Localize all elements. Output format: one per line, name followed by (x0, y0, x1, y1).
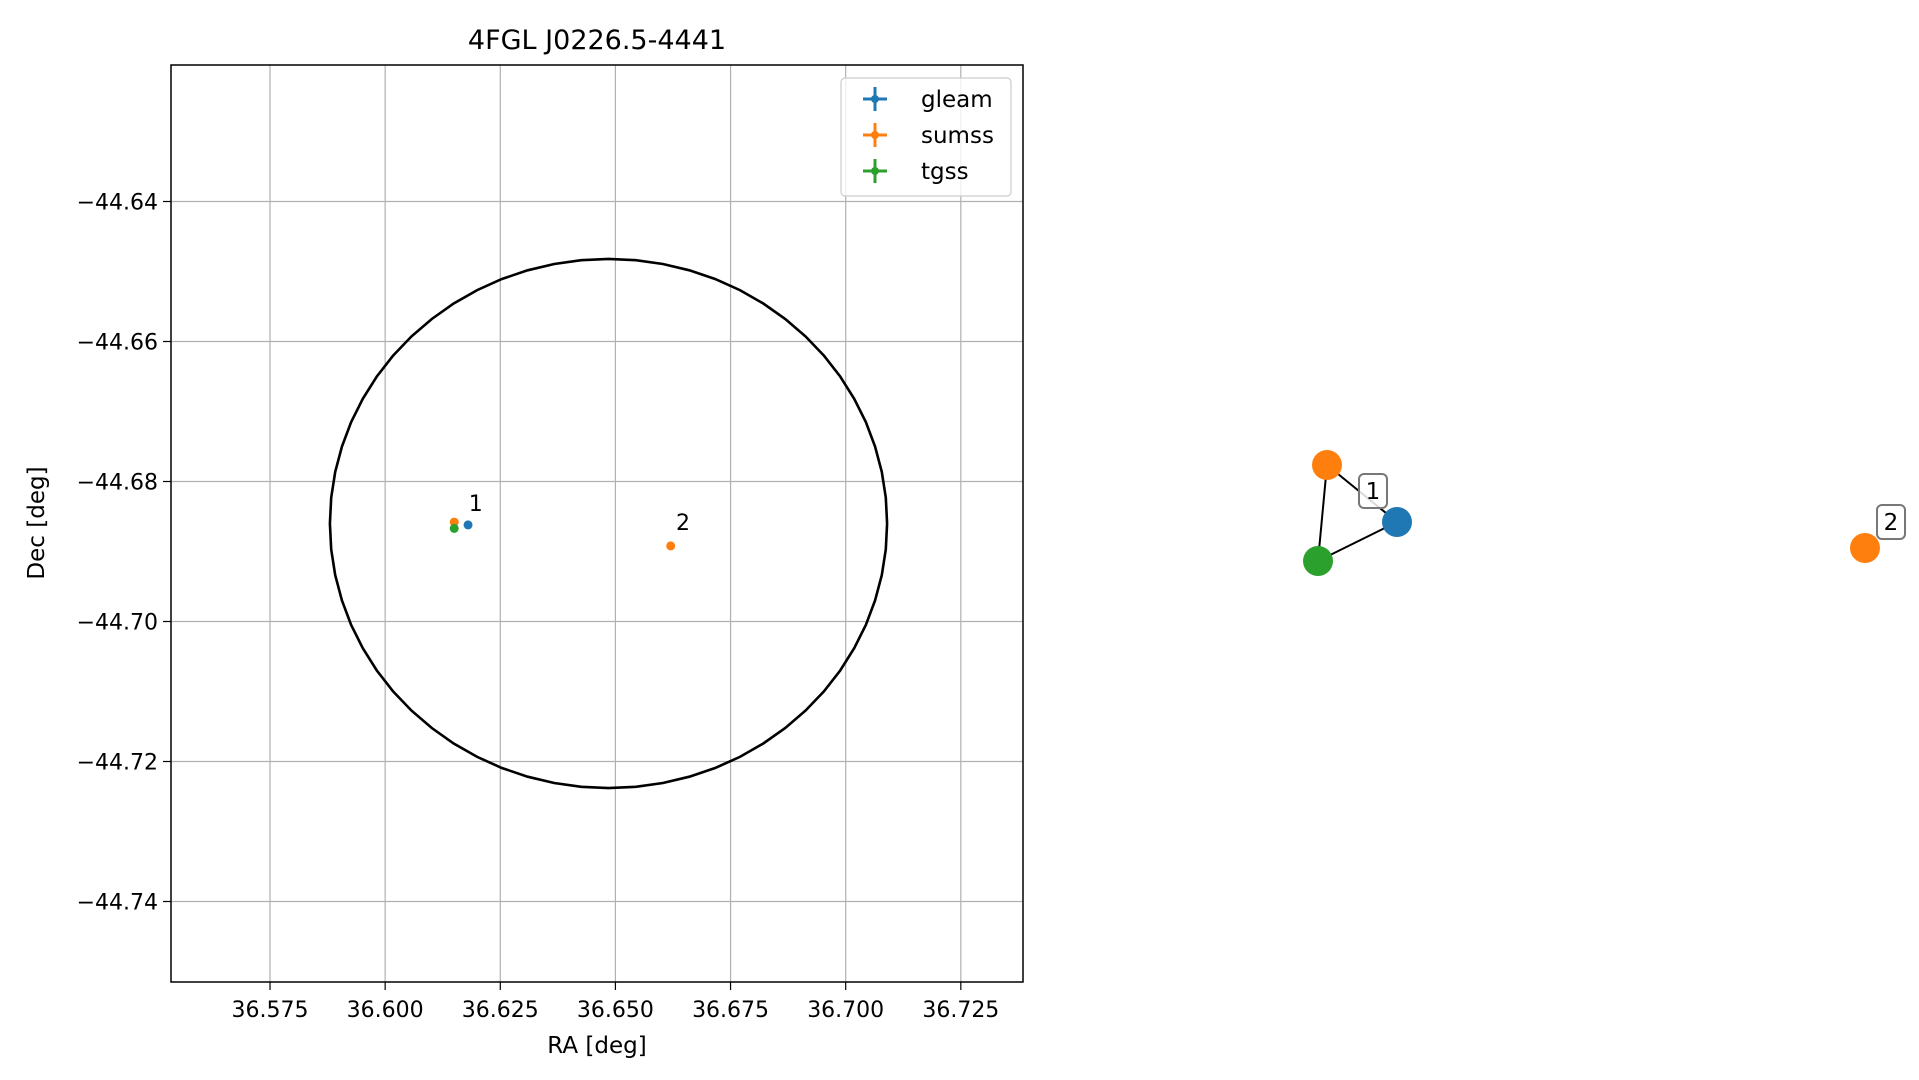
graph-node-gleam-1 (1382, 507, 1412, 537)
x-tick-label: 36.600 (347, 998, 424, 1023)
legend-entry-tgss: tgss (863, 159, 969, 185)
graph-label-text: 2 (1884, 510, 1899, 536)
x-tick-label: 36.625 (462, 998, 539, 1023)
y-tick-label: −44.70 (77, 611, 158, 636)
legend-label: gleam (921, 87, 993, 113)
legend-marker-dot (871, 131, 879, 139)
annotation-label: 2 (676, 511, 690, 536)
legend-label: sumss (921, 123, 994, 149)
x-tick-label: 36.725 (922, 998, 999, 1023)
legend-marker-dot (871, 167, 879, 175)
y-tick-label: −44.72 (77, 751, 158, 776)
gleam-point (463, 520, 473, 530)
graph-node-sumss-1 (1312, 450, 1342, 480)
point-annotations: 12 (469, 492, 690, 536)
graph-labels: 12 (1358, 473, 1906, 540)
association-graph-panel: 12 (1303, 450, 1906, 576)
y-axis-ticks: −44.64 −44.66 −44.68 −44.70 −44.72 −44.74 (77, 191, 171, 916)
legend-box (840, 77, 1012, 197)
sumss-point (449, 517, 459, 527)
x-tick-label: 36.575 (232, 998, 309, 1023)
graph-label-1: 1 (1358, 473, 1388, 509)
error-ellipse-layer (328, 257, 889, 790)
y-tick-label: −44.66 (77, 331, 158, 356)
legend-entry-gleam: gleam (863, 87, 993, 113)
tgss-point (449, 523, 459, 533)
y-tick-label: −44.64 (77, 191, 158, 216)
graph-nodes (1303, 450, 1880, 576)
y-tick-label: −44.68 (77, 471, 158, 496)
annotation-label: 1 (469, 492, 483, 517)
scatter-panel: 4FGL J0226.5-4441 12 36.575 36.600 36.625 3… (24, 25, 1024, 1059)
graph-node-tgss-1 (1303, 546, 1333, 576)
y-tick-label: −44.74 (77, 891, 158, 916)
legend-label: tgss (921, 159, 969, 185)
graph-node-sumss-2 (1850, 533, 1880, 563)
x-tick-label: 36.650 (577, 998, 654, 1023)
x-axis-ticks: 36.575 36.600 36.625 36.650 36.675 36.700 36.7… (232, 982, 999, 1023)
sumss-point (666, 541, 676, 551)
grid-lines (171, 65, 1023, 982)
chart-title: 4FGL J0226.5-4441 (468, 25, 726, 56)
legend-entry-sumss: sumss (863, 123, 994, 149)
graph-label-box (1358, 473, 1388, 509)
legend: gleam sumss tgss (840, 77, 1012, 197)
x-axis-label: RA [deg] (547, 1033, 646, 1059)
data-points-layer (449, 517, 676, 551)
graph-edge (1317, 464, 1328, 562)
x-tick-label: 36.675 (692, 998, 769, 1023)
legend-marker-dot (871, 95, 879, 103)
graph-label-box (1876, 504, 1906, 540)
x-tick-label: 36.700 (807, 998, 884, 1023)
error-ellipse (328, 257, 889, 790)
plot-frame (170, 64, 1024, 983)
y-axis-label: Dec [deg] (24, 466, 50, 579)
graph-label-text: 1 (1366, 479, 1381, 505)
graph-label-2: 2 (1876, 504, 1906, 540)
